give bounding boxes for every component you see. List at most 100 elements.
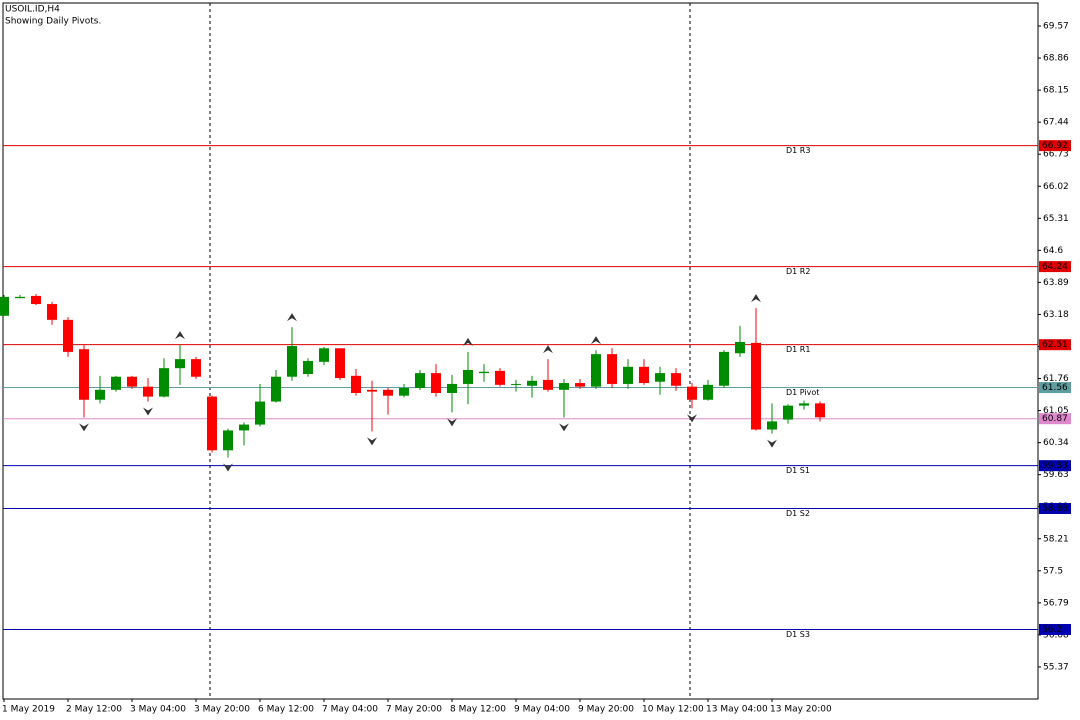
x-tick-label: 9 May 04:00 [514, 705, 570, 715]
candle-body [559, 383, 569, 390]
candle-body [719, 351, 729, 386]
candle-body [815, 403, 825, 418]
x-tick-label: 3 May 20:00 [194, 705, 250, 715]
pivot-value: 61.56 [1042, 383, 1068, 393]
candle-body [623, 366, 633, 384]
x-tick-label: 7 May 20:00 [386, 705, 442, 715]
candle-body [527, 380, 537, 386]
fractal-up [463, 337, 473, 346]
fractal-up [175, 331, 185, 340]
candle-body [207, 396, 217, 451]
candle-body [287, 346, 297, 377]
pivot-value: 64.24 [1042, 262, 1068, 272]
candle-body [143, 386, 153, 397]
candle-body [383, 389, 393, 396]
pivot-value: 58.88 [1042, 504, 1068, 514]
pivot-name: D1 S1 [786, 466, 810, 475]
candle-body [63, 319, 73, 352]
candle-body [607, 354, 617, 384]
candle-body [47, 304, 57, 320]
fractal-down [223, 463, 233, 472]
candle-body [751, 342, 761, 430]
candle-body [431, 373, 441, 393]
pivot-tag [1039, 382, 1071, 394]
y-tick-label: 68.86 [1043, 54, 1069, 64]
y-tick-label: 63.18 [1043, 310, 1069, 320]
candle-body [367, 389, 377, 392]
pivot-tag [1039, 261, 1071, 273]
y-tick-label: 65.31 [1043, 214, 1069, 224]
x-tick-label: 13 May 04:00 [706, 705, 768, 715]
candle-body [127, 376, 137, 387]
x-tick-label: 2 May 12:00 [66, 705, 122, 715]
fractal-up [751, 294, 761, 303]
fractal-down [559, 423, 569, 432]
pivot-name: D1 R1 [786, 345, 810, 354]
candle-body [463, 369, 473, 384]
x-tick-label: 8 May 12:00 [450, 705, 506, 715]
pivot-name: D1 S2 [786, 509, 810, 518]
pivot-value: 59.83 [1042, 461, 1068, 471]
pivot-tag [1039, 503, 1071, 515]
candle-body [783, 405, 793, 420]
candle-body [543, 379, 553, 390]
candle-body [399, 388, 409, 396]
y-tick-label: 66.73 [1043, 150, 1069, 160]
x-tick-label: 7 May 04:00 [322, 705, 378, 715]
y-tick-label: 63.89 [1043, 278, 1069, 288]
pivot-tag [1039, 460, 1071, 472]
candle-body [335, 348, 345, 379]
pivot-name: D1 S3 [786, 630, 810, 639]
plot-frame [2, 2, 1039, 700]
pivot-value: 56.2 [1042, 625, 1062, 635]
fractal-down [687, 414, 697, 423]
candle-body [351, 375, 361, 393]
pivot-tag [1039, 623, 1071, 635]
candle-body [319, 348, 329, 362]
candle-body [511, 383, 521, 385]
candle-body [223, 430, 233, 451]
y-tick-label: 69.57 [1043, 22, 1069, 32]
candle-body [191, 359, 201, 377]
x-tick-label: 1 May 2019 [2, 705, 55, 715]
candle-body [639, 366, 649, 384]
y-tick-label: 57.5 [1043, 566, 1063, 576]
candle-body [271, 376, 281, 402]
candle-body [79, 349, 89, 400]
candle-body [575, 383, 585, 387]
candle-body [31, 295, 41, 305]
fractal-down [79, 423, 89, 432]
candle-body [95, 389, 105, 400]
y-tick-label: 55.37 [1043, 662, 1069, 672]
x-tick-label: 10 May 12:00 [642, 705, 704, 715]
candle-body [591, 354, 601, 387]
candle-body [799, 403, 809, 406]
fractal-up [543, 345, 553, 354]
chart-subtitle: Showing Daily Pivots. [5, 17, 101, 27]
candle-body [111, 376, 121, 390]
y-tick-label: 67.44 [1043, 118, 1069, 128]
price-value: 60.87 [1042, 414, 1068, 424]
y-tick-label: 61.05 [1043, 406, 1069, 416]
y-tick-label: 56.79 [1043, 598, 1069, 608]
y-tick-label: 68.15 [1043, 86, 1069, 96]
x-tick-label: 13 May 20:00 [770, 705, 832, 715]
y-tick-label: 59.63 [1043, 470, 1069, 480]
price-tag [1039, 413, 1071, 425]
y-tick-label: 56.08 [1043, 630, 1069, 640]
candle-body [687, 386, 697, 400]
pivot-value: 62.51 [1042, 340, 1068, 350]
y-tick-label: 64.6 [1043, 246, 1063, 256]
candle-body [479, 371, 489, 374]
pivot-name: D1 R2 [786, 267, 810, 276]
candle-body [495, 370, 505, 385]
candle-body [303, 360, 313, 375]
candle-body [415, 373, 425, 389]
candle-body [735, 341, 745, 354]
fractal-down [767, 439, 777, 448]
fractal-down [367, 437, 377, 446]
candle-body [655, 373, 665, 382]
candle-body [239, 424, 249, 431]
pivot-value: 66.92 [1042, 141, 1068, 151]
